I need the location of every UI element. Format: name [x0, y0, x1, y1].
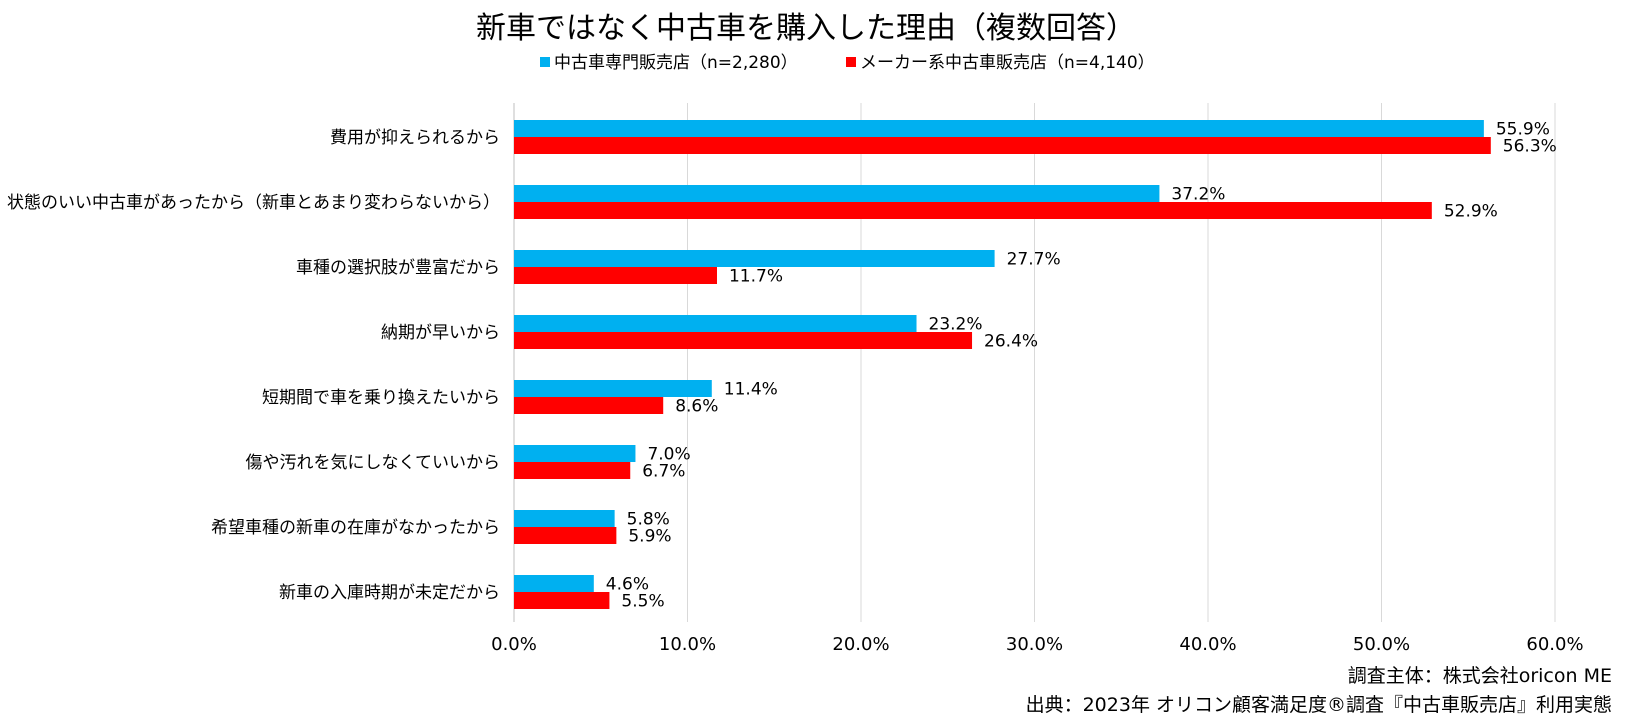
data-label-series-1: 7.0% [647, 445, 690, 465]
category-label: 車種の選択肢が豊富だから [296, 258, 500, 278]
data-label-series-2: 5.9% [628, 527, 671, 547]
bar-series-2 [514, 462, 631, 479]
legend-swatch-series-2 [846, 57, 856, 67]
bar-series-2 [514, 397, 664, 414]
bar-series-1 [514, 185, 1160, 202]
category-label: 新車の入庫時期が未定だから [279, 583, 500, 603]
data-label-series-1: 11.4% [724, 380, 778, 400]
data-label-series-2: 8.6% [675, 397, 718, 417]
x-tick-label: 40.0% [1179, 634, 1236, 655]
data-label-series-2: 11.7% [729, 267, 783, 287]
bar-series-1 [514, 250, 995, 267]
bar-series-1 [514, 445, 636, 462]
x-tick-label: 30.0% [1006, 634, 1063, 655]
data-label-series-1: 5.8% [627, 510, 670, 530]
legend-swatch-series-1 [540, 57, 550, 67]
x-tick-label: 20.0% [832, 634, 889, 655]
chart-title: 新車ではなく中古車を購入した理由（複数回答） [476, 11, 1136, 46]
bar-series-2 [514, 267, 717, 284]
x-axis-tick-labels: 0.0% 10.0% 20.0% 30.0% 40.0% 50.0% 60.0% [491, 634, 1583, 655]
category-label: 短期間で車を乗り換えたいから [262, 388, 500, 408]
bar-series-2 [514, 527, 617, 544]
source-note: 出典：2023年 オリコン顧客満足度®調査『中古車販売店』利用実態 [1026, 694, 1612, 716]
bar-series-2 [514, 592, 610, 609]
data-labels: 55.9%56.3% 37.2% 52.9% 27.7% 11.7% 23.2%26.4%… [606, 120, 1557, 612]
category-label: 納期が早いから [381, 323, 500, 343]
data-label-series-2: 52.9% [1444, 202, 1498, 222]
legend: 中古車専門販売店（n=2,280） メーカー系中古車販売店（n=4,140） [540, 53, 1155, 73]
data-label-series-1: 55.9% [1496, 120, 1550, 140]
bar-series-1 [514, 120, 1484, 137]
data-label-series-2: 5.5% [621, 592, 664, 612]
x-tick-label: 50.0% [1353, 634, 1410, 655]
legend-label-series-1: 中古車専門販売店（n=2,280） [554, 53, 798, 73]
data-label-series-2: 6.7% [642, 462, 685, 482]
data-label-series-2: 26.4% [984, 332, 1038, 352]
x-tick-label: 60.0% [1526, 634, 1583, 655]
category-label: 状態のいい中古車があったから（新車とあまり変わらないから） [7, 193, 500, 213]
survey-entity-note: 調査主体：株式会社oricon ME [1348, 665, 1612, 687]
data-label-series-1: 23.2% [929, 315, 983, 335]
bar-series-2 [514, 332, 973, 349]
bars [514, 120, 1491, 609]
bar-series-1 [514, 510, 615, 527]
bar-series-2 [514, 137, 1491, 154]
category-label: 費用が抑えられるから [330, 128, 500, 148]
bar-series-1 [514, 315, 917, 332]
data-label-series-2: 56.3% [1503, 137, 1557, 157]
bar-series-2 [514, 202, 1432, 219]
bar-series-1 [514, 575, 594, 592]
x-tick-label: 0.0% [491, 634, 537, 655]
data-label-series-1: 37.2% [1171, 185, 1225, 205]
data-label-series-1: 27.7% [1007, 250, 1061, 270]
legend-label-series-2: メーカー系中古車販売店（n=4,140） [860, 53, 1155, 73]
bar-series-1 [514, 380, 712, 397]
category-label: 希望車種の新車の在庫がなかったから [211, 518, 500, 538]
category-label: 傷や汚れを気にしなくていいから [246, 453, 501, 473]
data-label-series-1: 4.6% [606, 575, 649, 595]
x-tick-label: 10.0% [659, 634, 716, 655]
